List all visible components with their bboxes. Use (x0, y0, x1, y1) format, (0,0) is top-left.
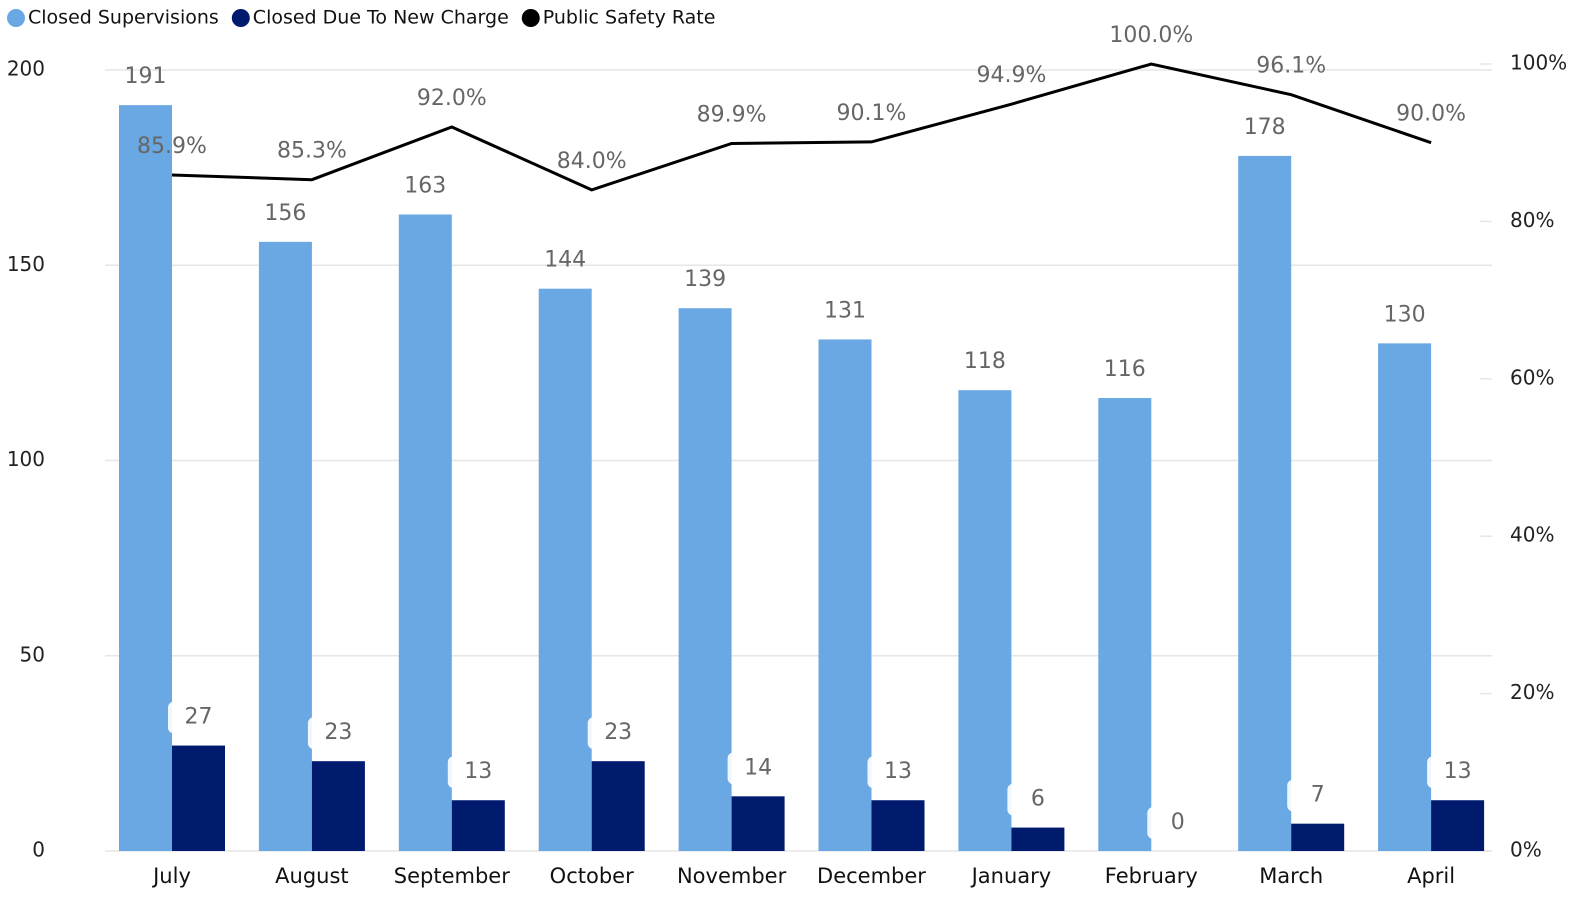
y2-tick-label: 100% (1510, 51, 1567, 75)
bar (1011, 827, 1065, 851)
label-bg (447, 756, 509, 789)
line-label: 100.0% (1109, 23, 1193, 48)
data-label: 23 (324, 720, 352, 745)
line-label: 85.3% (277, 139, 347, 164)
bar (311, 761, 365, 851)
data-label: 118 (964, 349, 1006, 374)
bar (818, 339, 872, 851)
legend-swatch (521, 9, 540, 27)
data-label: 139 (684, 267, 726, 292)
data-label: 13 (884, 759, 912, 784)
label-bg (587, 717, 649, 750)
y2-tick-label: 60% (1510, 365, 1554, 389)
bar (1098, 398, 1152, 851)
bar (451, 800, 505, 851)
label-bg (307, 717, 369, 750)
y2-tick-label: 80% (1510, 208, 1554, 232)
y2-tick-label: 0% (1510, 838, 1542, 862)
bar (1291, 823, 1345, 851)
line-label: 90.1% (837, 101, 907, 126)
bar (172, 745, 225, 851)
bar (258, 241, 312, 851)
data-label: 0 (1171, 810, 1185, 835)
x-tick-label: July (151, 864, 191, 888)
bar (398, 214, 452, 852)
data-label: 27 (185, 705, 213, 730)
bar (871, 800, 925, 851)
x-tick-label: March (1259, 864, 1323, 888)
data-label: 116 (1104, 357, 1146, 382)
bar (119, 105, 172, 851)
x-tick-label: April (1407, 864, 1455, 888)
label-bg (867, 756, 929, 789)
bar (678, 308, 732, 852)
data-label: 7 (1311, 783, 1325, 808)
data-label: 178 (1244, 115, 1286, 140)
x-tick-label: November (677, 864, 787, 888)
label-bg (727, 752, 789, 785)
line-label: 85.9% (137, 134, 207, 159)
label-bg (168, 701, 229, 734)
line-label: 96.1% (1256, 54, 1326, 79)
legend-label: Closed Supervisions (28, 7, 219, 29)
x-tick-label: September (394, 864, 510, 888)
line-label: 90.0% (1396, 102, 1466, 127)
line-label: 92.0% (417, 86, 487, 111)
data-label: 6 (1031, 787, 1045, 812)
y-tick-label: 150 (7, 252, 45, 276)
y-tick-label: 200 (7, 57, 45, 81)
x-tick-label: January (970, 864, 1052, 888)
x-tick-label: February (1105, 864, 1198, 888)
data-label: 191 (125, 64, 167, 89)
y-tick-label: 0 (32, 838, 45, 862)
label-bg (1147, 807, 1209, 839)
bar (731, 796, 785, 851)
y2-tick-label: 20% (1510, 680, 1554, 704)
data-label: 14 (744, 755, 772, 780)
data-label: 13 (464, 759, 492, 784)
y-tick-label: 50 (20, 642, 45, 666)
bar (1378, 343, 1432, 851)
data-label: 163 (404, 173, 446, 198)
line-label: 94.9% (976, 63, 1046, 88)
line-label: 89.9% (697, 102, 767, 127)
legend-label: Closed Due To New Charge (253, 7, 509, 29)
line (171, 62, 1432, 192)
data-label: 156 (264, 201, 306, 226)
data-label: 130 (1384, 302, 1426, 327)
bar (1431, 800, 1485, 851)
data-label: 23 (604, 720, 632, 745)
data-label: 13 (1444, 759, 1472, 784)
bar (538, 288, 592, 851)
bar (591, 761, 645, 851)
label-bg (1287, 779, 1349, 812)
x-tick-label: August (275, 864, 349, 888)
bar (958, 390, 1012, 851)
bar (1238, 155, 1292, 851)
legend-label: Public Safety Rate (543, 7, 716, 29)
x-tick-label: October (550, 864, 634, 888)
line-label: 84.0% (557, 149, 627, 174)
x-tick-label: December (817, 864, 926, 888)
legend-swatch (231, 9, 250, 27)
data-label: 144 (544, 248, 586, 273)
data-label: 131 (824, 298, 866, 323)
legend-swatch (7, 9, 25, 27)
y-tick-label: 100 (7, 447, 45, 471)
label-bg (1427, 756, 1489, 789)
y2-tick-label: 40% (1510, 523, 1554, 547)
label-bg (1007, 783, 1069, 816)
